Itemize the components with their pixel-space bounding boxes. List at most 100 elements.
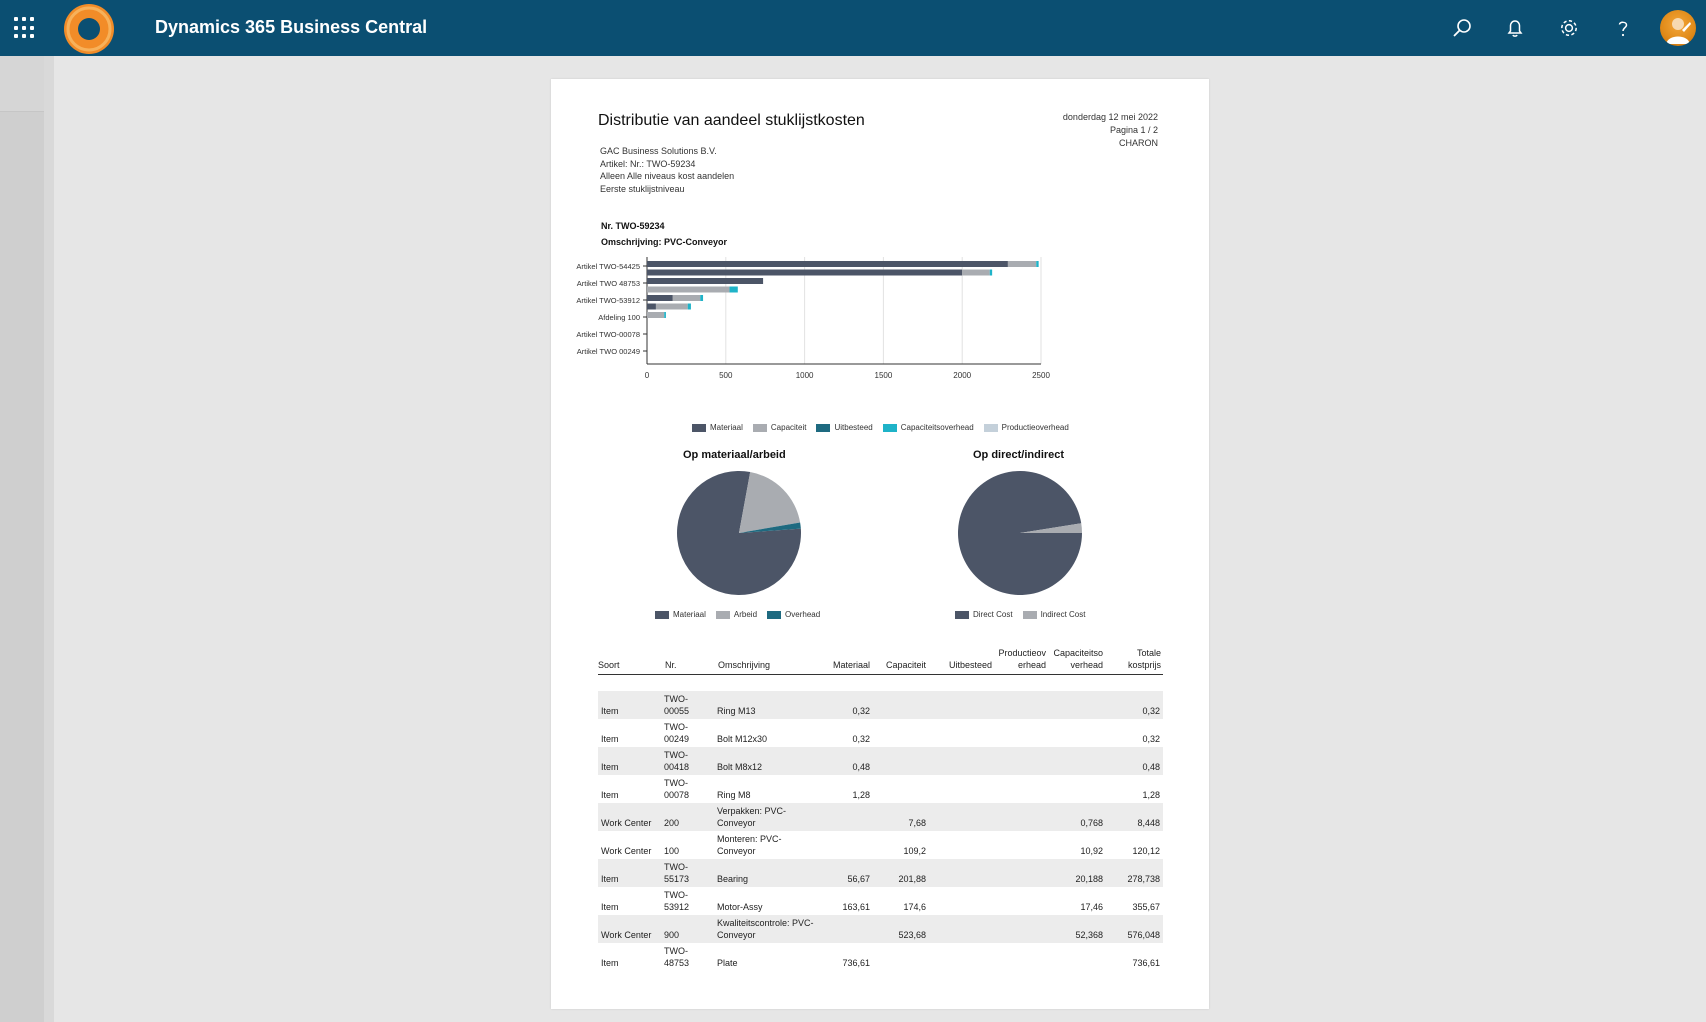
- cell-capoh: 20,188: [1075, 873, 1103, 884]
- cell-materiaal: 0,32: [852, 733, 870, 744]
- cell-nr: TWO- 53912: [664, 890, 690, 912]
- bar-segment: [655, 303, 688, 310]
- cell-capoh: 10,92: [1080, 845, 1103, 856]
- legend-label: Capaciteit: [770, 423, 807, 432]
- app-title[interactable]: Dynamics 365 Business Central: [155, 17, 428, 37]
- app-launcher-icon[interactable]: [14, 17, 36, 39]
- legend-label: Capaciteitsoverhead: [900, 423, 974, 432]
- cell-omschrijving: Bearing: [717, 873, 749, 884]
- table-header: Soort Nr. Omschrijving Materiaal Capacit…: [598, 641, 1163, 671]
- pie-slice: [958, 471, 1082, 596]
- cell-soort: Work Center: [601, 845, 652, 856]
- col-productieoverhead: Productieov erhead: [998, 648, 1046, 670]
- x-tick-label: 2000: [953, 371, 971, 380]
- cell-omschrijving: Verpakken: PVC- Conveyor: [717, 806, 787, 828]
- left-rail-edge: [44, 56, 54, 1022]
- table-body: Item TWO- 00055 Ring M13 0,32 0,32 Item TWO- 00…: [598, 691, 1163, 971]
- cell-totaal: 8,448: [1137, 817, 1160, 828]
- col-capaciteitsoverhead: Capaciteitso verhead: [1053, 648, 1103, 670]
- legend-label: Materiaal: [673, 610, 706, 619]
- col-nr: Nr.: [665, 660, 677, 670]
- item-number: Nr. TWO-59234: [601, 221, 665, 231]
- bar-segment: [664, 312, 666, 318]
- cell-totaal: 0,48: [1142, 761, 1160, 772]
- report-page-number: Pagina 1 / 2: [1109, 125, 1158, 135]
- bar-segment: [647, 261, 1008, 267]
- legend-label: Materiaal: [710, 423, 743, 432]
- cell-capoh: 52,368: [1075, 929, 1103, 940]
- pie-direct-indirect-legend: Direct Cost Indirect Cost: [955, 610, 1095, 619]
- legend-item: Uitbesteed: [816, 423, 873, 432]
- category-label: Artikel TWO 00249: [577, 347, 640, 356]
- bell-icon[interactable]: [1501, 14, 1529, 42]
- report-page: Distributie van aandeel stuklijstkosten …: [551, 79, 1209, 1009]
- table-row: Work Center 200 Verpakken: PVC- Conveyor 7,…: [598, 803, 1163, 831]
- cell-omschrijving: Monteren: PVC- Conveyor: [717, 834, 782, 856]
- bar-segment: [1007, 261, 1037, 267]
- cell-omschrijving: Bolt M8x12: [717, 761, 763, 772]
- report-option-first-level: Eerste stuklijstniveau: [600, 183, 685, 194]
- pie-slice: [677, 470, 801, 595]
- legend-item: Direct Cost: [955, 610, 1013, 619]
- bar-segment: [672, 295, 701, 301]
- legend-swatch: [882, 423, 897, 432]
- item-header: Nr. TWO-59234 Omschrijving: PVC-Conveyor: [601, 218, 727, 250]
- table-row: Work Center 100 Monteren: PVC- Conveyor 109…: [598, 831, 1163, 859]
- cell-materiaal: 1,28: [852, 789, 870, 800]
- bar-segment: [962, 269, 990, 276]
- help-icon[interactable]: [1609, 14, 1637, 42]
- left-rail: [0, 56, 44, 1022]
- cell-totaal: 355,67: [1132, 901, 1160, 912]
- cell-soort: Work Center: [601, 817, 652, 828]
- legend-swatch: [1022, 610, 1037, 619]
- cell-omschrijving: Kwaliteitscontrole: PVC- Conveyor: [717, 918, 814, 940]
- cell-omschrijving: Bolt M12x30: [717, 733, 768, 744]
- legend-swatch: [955, 610, 969, 619]
- cell-nr: TWO- 55173: [664, 862, 690, 884]
- bar-segment: [647, 286, 730, 293]
- table-row: Item TWO- 48753 Plate 736,61 736,61: [598, 943, 1163, 971]
- bar-segment: [700, 295, 704, 301]
- pie-charts: [677, 470, 1082, 596]
- cell-totaal: 0,32: [1142, 733, 1160, 744]
- company-logo: [64, 4, 114, 54]
- cell-materiaal: 0,48: [852, 761, 870, 772]
- report-title: Distributie van aandeel stuklijstkosten: [598, 112, 865, 129]
- table-header-rule: [598, 674, 1163, 675]
- legend-item: Productieoverhead: [983, 423, 1069, 432]
- pie-material-labor-legend: Materiaal Arbeid Overhead: [655, 610, 830, 619]
- legend-label: Uitbesteed: [834, 423, 873, 432]
- cell-capoh: 0,768: [1080, 817, 1103, 828]
- legend-label: Overhead: [785, 610, 821, 619]
- legend-label: Direct Cost: [973, 610, 1013, 619]
- category-label: Artikel TWO-53912: [576, 296, 640, 305]
- search-icon[interactable]: [1448, 14, 1476, 42]
- cell-totaal: 120,12: [1132, 845, 1160, 856]
- report-user: CHARON: [1118, 138, 1158, 148]
- gear-icon[interactable]: [1555, 14, 1583, 42]
- cell-capaciteit: 201,88: [898, 873, 926, 884]
- bar-segment: [989, 269, 993, 276]
- col-soort: Soort: [598, 660, 620, 670]
- legend-swatch: [752, 423, 767, 432]
- legend-label: Arbeid: [733, 610, 758, 619]
- bar-segment: [687, 303, 691, 310]
- legend-swatch: [816, 423, 831, 432]
- pie-title-direct-indirect: Op direct/indirect: [973, 449, 1065, 461]
- cell-omschrijving: Motor-Assy: [717, 901, 763, 912]
- legend-swatch: [983, 423, 998, 432]
- cell-nr: TWO- 00055: [664, 694, 690, 716]
- top-bar: Dynamics 365 Business Central: [0, 0, 1706, 56]
- left-rail-header: [0, 56, 44, 112]
- legend-item: Arbeid: [715, 610, 758, 619]
- x-tick-label: 500: [719, 371, 733, 380]
- cell-capoh: 17,46: [1080, 901, 1103, 912]
- cell-nr: TWO- 48753: [664, 946, 690, 968]
- cell-nr: 900: [664, 929, 680, 940]
- cell-totaal: 1,28: [1142, 789, 1160, 800]
- cell-soort: Item: [601, 873, 619, 884]
- cell-capaciteit: 7,68: [908, 817, 926, 828]
- user-avatar[interactable]: [1660, 10, 1696, 46]
- cell-omschrijving: Ring M8: [717, 789, 751, 800]
- bar-segment: [1036, 261, 1039, 267]
